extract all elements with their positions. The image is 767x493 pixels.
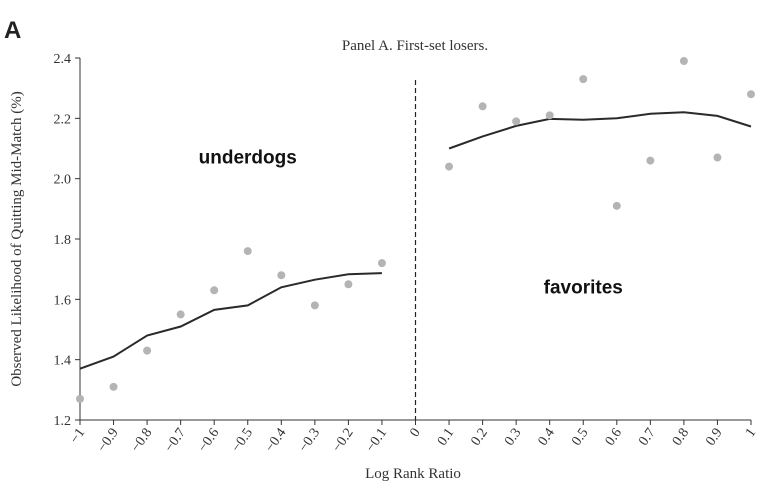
x-ticks: −1 −0.9 −0.8 −0.7 −0.6 −0.5 −0.4 −0.3 −0.2 −0.1 0 0… — [67, 420, 759, 455]
x-tick-label: −0.9 — [95, 426, 122, 455]
x-tick-label: 0.9 — [703, 426, 725, 449]
fit-line-underdogs — [79, 272, 382, 370]
x-tick-label: 0.6 — [603, 426, 625, 449]
scatter-points — [76, 57, 755, 403]
x-axis-label: Log Rank Ratio — [365, 466, 461, 482]
fit-lines — [79, 111, 752, 370]
scatter-point — [243, 247, 252, 256]
scatter-point — [478, 102, 487, 111]
scatter-point — [310, 301, 319, 310]
x-tick-label: −0.8 — [129, 426, 156, 455]
y-tick-label: 1.4 — [54, 354, 72, 369]
x-tick-label: −1 — [67, 426, 88, 447]
x-tick-label: −0.6 — [196, 426, 223, 455]
annotation-underdogs: underdogs — [199, 148, 297, 169]
x-tick-label: −0.2 — [330, 426, 357, 455]
x-tick-label: 0 — [407, 426, 423, 440]
scatter-point — [545, 111, 554, 120]
x-tick-label: 0.5 — [569, 426, 591, 449]
annotations: underdogs favorites — [199, 148, 623, 299]
y-tick-label: 1.6 — [54, 293, 72, 308]
chart-title: Panel A. First-set losers. — [342, 38, 488, 54]
y-tick-label: 1.2 — [54, 414, 72, 429]
y-tick-label: 2.4 — [54, 52, 72, 67]
scatter-point — [176, 310, 185, 319]
scatter-point — [143, 346, 152, 355]
x-tick-label: 1 — [743, 426, 759, 440]
scatter-point — [646, 156, 655, 165]
x-tick-label: 0.2 — [469, 426, 491, 449]
y-tick-label: 1.8 — [54, 233, 72, 248]
panel-letter: A — [4, 17, 21, 44]
scatter-point — [109, 382, 118, 391]
x-tick-label: −0.3 — [296, 426, 323, 455]
x-tick-label: −0.5 — [229, 426, 256, 455]
y-tick-label: 2.2 — [54, 112, 72, 127]
y-tick-label: 2.0 — [54, 173, 72, 188]
scatter-point — [76, 394, 84, 403]
scatter-point — [512, 117, 521, 126]
scatter-point — [579, 75, 588, 84]
y-axis-label: Observed Likelihood of Quitting Mid-Matc… — [9, 91, 25, 386]
x-tick-label: 0.7 — [636, 426, 658, 449]
scatter-point — [713, 153, 722, 162]
annotation-favorites: favorites — [544, 277, 623, 298]
fit-line-favorites — [448, 111, 752, 150]
x-tick-label: −0.4 — [263, 426, 290, 455]
x-tick-label: 0.1 — [435, 426, 457, 449]
scatter-point — [445, 162, 454, 171]
x-tick-label: 0.8 — [670, 426, 692, 449]
x-tick-label: 0.4 — [536, 426, 558, 449]
scatter-point — [210, 286, 219, 295]
scatter-point — [277, 271, 286, 280]
scatter-point — [377, 259, 386, 268]
scatter-point — [747, 90, 755, 99]
x-tick-label: −0.7 — [162, 426, 189, 455]
y-ticks: 1.2 1.4 1.6 1.8 2.0 2.2 2.4 — [54, 52, 80, 429]
x-tick-label: −0.1 — [363, 426, 390, 455]
x-tick-label: 0.3 — [502, 426, 524, 449]
scatter-point — [612, 201, 621, 210]
scatter-point — [344, 280, 353, 289]
scatter-point — [679, 57, 688, 66]
